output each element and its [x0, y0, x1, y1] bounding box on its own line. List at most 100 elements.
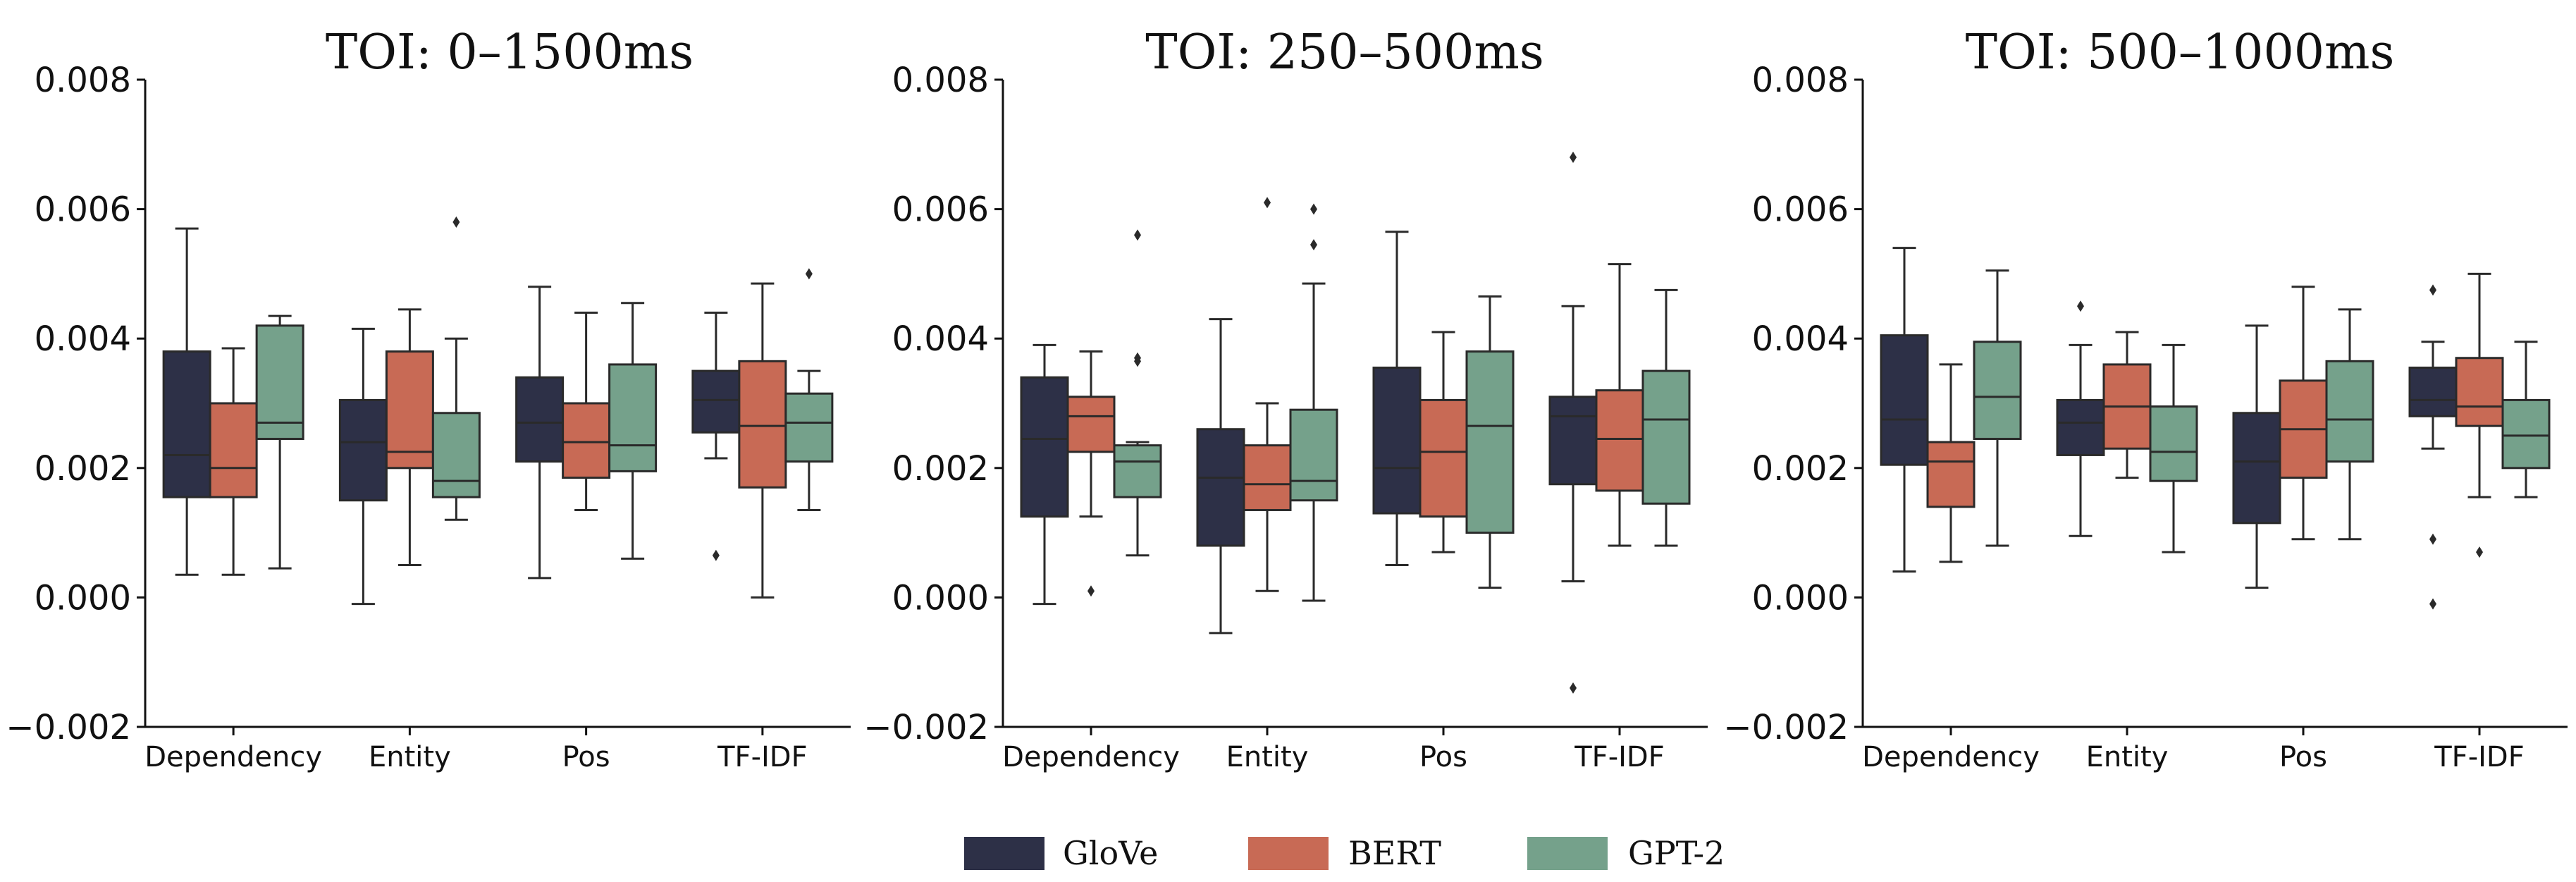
box-iqr	[1372, 367, 1422, 515]
chart-panel-2: TOI: 250–500ms 0.008 0.006 0.004 0.002 0.000 −…	[863, 25, 1708, 773]
box-iqr	[2232, 412, 2281, 525]
x-tick-label: Dependency	[1002, 741, 1180, 773]
outlier-point	[1310, 203, 1317, 215]
x-tick-label: Entity	[369, 741, 451, 773]
box-glove-pos	[1372, 231, 1422, 566]
box-iqr	[2455, 357, 2504, 427]
y-tick-label: 0.006	[1752, 190, 1849, 230]
box-glove-dependency	[1020, 343, 1069, 606]
box-gpt-2-entity	[1289, 203, 1338, 602]
outlier-point	[1570, 152, 1577, 164]
box-iqr	[1066, 396, 1116, 453]
box-glove-tf-idf	[1548, 152, 1598, 694]
x-tick-label: Dependency	[1862, 741, 2040, 773]
box-glove-pos	[515, 286, 565, 580]
box-iqr	[1419, 398, 1468, 518]
box-bert-dependency	[1926, 363, 1976, 563]
box-glove-entity	[1196, 318, 1245, 635]
box-gpt-2-pos	[608, 302, 658, 560]
box-iqr	[2501, 398, 2551, 470]
outlier-point	[712, 549, 720, 561]
outlier-point	[452, 216, 460, 228]
chart-title: TOI: 250–500ms	[1145, 25, 1543, 80]
y-tick-label: 0.002	[35, 449, 131, 489]
box-iqr	[255, 324, 304, 440]
outlier-point	[805, 268, 813, 280]
legend-label-gpt2: GPT-2	[1628, 834, 1725, 872]
box-iqr	[562, 402, 611, 479]
box-iqr	[1595, 389, 1644, 492]
box-gpt-2-dependency	[1973, 269, 2022, 547]
y-tick-label: 0.008	[892, 61, 989, 100]
box-glove-pos	[2232, 324, 2281, 589]
box-gpt-2-dependency	[1113, 229, 1162, 557]
box-iqr	[162, 350, 211, 498]
box-iqr	[2325, 360, 2374, 463]
outlier-point	[2476, 546, 2483, 558]
box-iqr	[385, 350, 434, 470]
y-tick-label: 0.004	[1752, 319, 1849, 359]
x-tick-label: Entity	[1226, 741, 1309, 773]
box-gpt-2-pos	[1465, 295, 1515, 589]
box-iqr	[784, 392, 834, 463]
box-glove-entity	[2056, 300, 2105, 537]
box-bert-tf-idf	[1595, 263, 1644, 547]
box-iqr	[2149, 405, 2198, 482]
box-iqr	[338, 398, 388, 502]
box-iqr	[1289, 408, 1338, 502]
box-bert-dependency	[1066, 350, 1116, 597]
box-bert-entity	[385, 308, 434, 566]
x-tick-label: TF-IDF	[1574, 741, 1664, 773]
x-tick-label: Entity	[2086, 741, 2169, 773]
y-tick-label: −0.002	[863, 708, 989, 747]
box-iqr	[515, 376, 565, 463]
box-bert-entity	[2102, 331, 2152, 479]
box-bert-dependency	[209, 347, 258, 576]
box-gpt-2-pos	[2325, 308, 2374, 541]
x-tick-label: TF-IDF	[717, 741, 807, 773]
legend-swatch-bert	[1248, 837, 1329, 870]
box-iqr	[1973, 341, 2022, 440]
x-tick-label: Pos	[562, 741, 610, 773]
box-glove-dependency	[1880, 247, 1929, 573]
box-gpt-2-entity	[2149, 343, 2198, 553]
box-gpt-2-dependency	[255, 314, 304, 570]
y-tick-label: 0.004	[35, 319, 131, 359]
box-bert-entity	[1243, 197, 1292, 592]
outlier-point	[2429, 533, 2436, 545]
box-glove-entity	[338, 327, 388, 606]
box-iqr	[209, 402, 258, 498]
y-tick-label: 0.008	[1752, 61, 1849, 100]
box-iqr	[1196, 428, 1245, 547]
legend-swatch-gpt2	[1527, 837, 1608, 870]
y-tick-label: −0.002	[1723, 708, 1849, 747]
y-tick-label: −0.002	[6, 708, 131, 747]
y-tick-label: 0.008	[35, 61, 131, 100]
box-iqr	[2056, 398, 2105, 456]
x-tick-label: Pos	[1419, 741, 1467, 773]
box-bert-pos	[2279, 286, 2328, 541]
legend-label-bert: BERT	[1348, 834, 1441, 872]
box-iqr	[1880, 334, 1929, 466]
box-iqr	[1548, 396, 1598, 486]
panels: TOI: 0–1500ms 0.008 0.006 0.004 0.002 0.000 −0…	[6, 25, 2568, 773]
box-bert-tf-idf	[738, 282, 787, 599]
box-glove-dependency	[162, 227, 211, 576]
box-iqr	[691, 369, 741, 434]
outlier-point	[1570, 682, 1577, 694]
box-iqr	[431, 412, 481, 498]
y-tick-label: 0.000	[35, 578, 131, 618]
chart-title: TOI: 0–1500ms	[326, 25, 694, 80]
box-glove-tf-idf	[2408, 284, 2458, 610]
box-iqr	[1020, 376, 1069, 518]
legend: GloVe BERT GPT-2	[964, 834, 1725, 872]
box-gpt-2-entity	[431, 216, 481, 521]
outlier-point	[1310, 239, 1317, 251]
box-iqr	[1926, 441, 1976, 508]
y-tick-label: 0.000	[892, 578, 989, 618]
box-iqr	[608, 363, 658, 472]
outlier-point	[1134, 355, 1141, 367]
x-tick-label: Dependency	[144, 741, 322, 773]
outlier-point	[2429, 284, 2436, 296]
